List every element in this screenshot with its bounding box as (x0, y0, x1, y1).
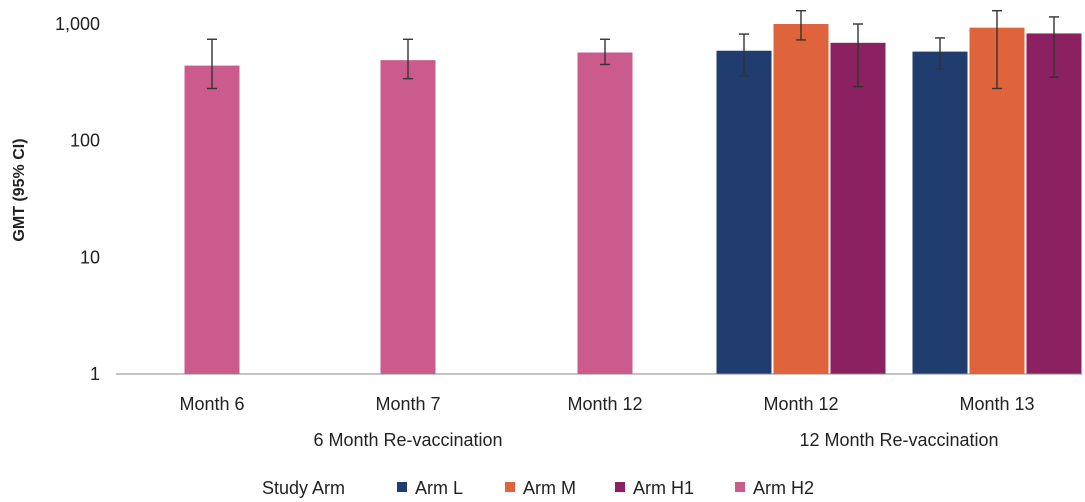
legend-entry: Arm H2 (753, 478, 814, 498)
y-tick-label: 1,000 (55, 14, 100, 34)
legend-title: Study Arm (262, 478, 345, 498)
y-tick-label: 100 (70, 131, 100, 151)
y-tick-label: 1 (90, 364, 100, 384)
legend-swatch (397, 482, 407, 492)
error-bar (935, 37, 945, 70)
category-label: Month 12 (567, 394, 642, 414)
category-label: Month 12 (763, 394, 838, 414)
bars (184, 24, 1082, 375)
bar (716, 50, 772, 374)
error-bars (207, 10, 1059, 90)
group-labels: 6 Month Re-vaccination 12 Month Re-vaccin… (313, 430, 998, 450)
bar (1026, 33, 1082, 374)
category-label: Month 6 (179, 394, 244, 414)
bar (577, 52, 633, 375)
error-bar (403, 38, 413, 80)
bar (830, 42, 886, 375)
error-bar (600, 38, 610, 66)
error-bar (207, 38, 217, 90)
category-labels: Month 6 Month 7 Month 12 Month 12 Month 13 (179, 394, 1034, 414)
error-bar (992, 10, 1002, 90)
legend: Study Arm Arm L Arm M Arm H1 Arm H2 (262, 478, 814, 498)
error-bar (853, 23, 863, 88)
category-label: Month 13 (959, 394, 1034, 414)
legend-swatch (505, 482, 515, 492)
category-label: Month 7 (375, 394, 440, 414)
legend-entry: Arm L (415, 478, 463, 498)
legend-swatch (615, 482, 625, 492)
bar (912, 51, 968, 374)
y-axis-ticks: 1 10 100 1,000 (55, 14, 100, 384)
y-tick-label: 10 (80, 247, 100, 267)
bar (184, 65, 240, 374)
legend-swatch (735, 482, 745, 492)
error-bar (1049, 16, 1059, 78)
legend-entry: Arm H1 (633, 478, 694, 498)
y-axis-label: GMT (95% CI) (11, 138, 28, 241)
group-label: 12 Month Re-vaccination (799, 430, 998, 450)
legend-entry: Arm M (523, 478, 576, 498)
group-label: 6 Month Re-vaccination (313, 430, 502, 450)
error-bar (796, 10, 806, 41)
error-bar (739, 33, 749, 77)
bar (773, 24, 829, 374)
bar (380, 60, 436, 374)
